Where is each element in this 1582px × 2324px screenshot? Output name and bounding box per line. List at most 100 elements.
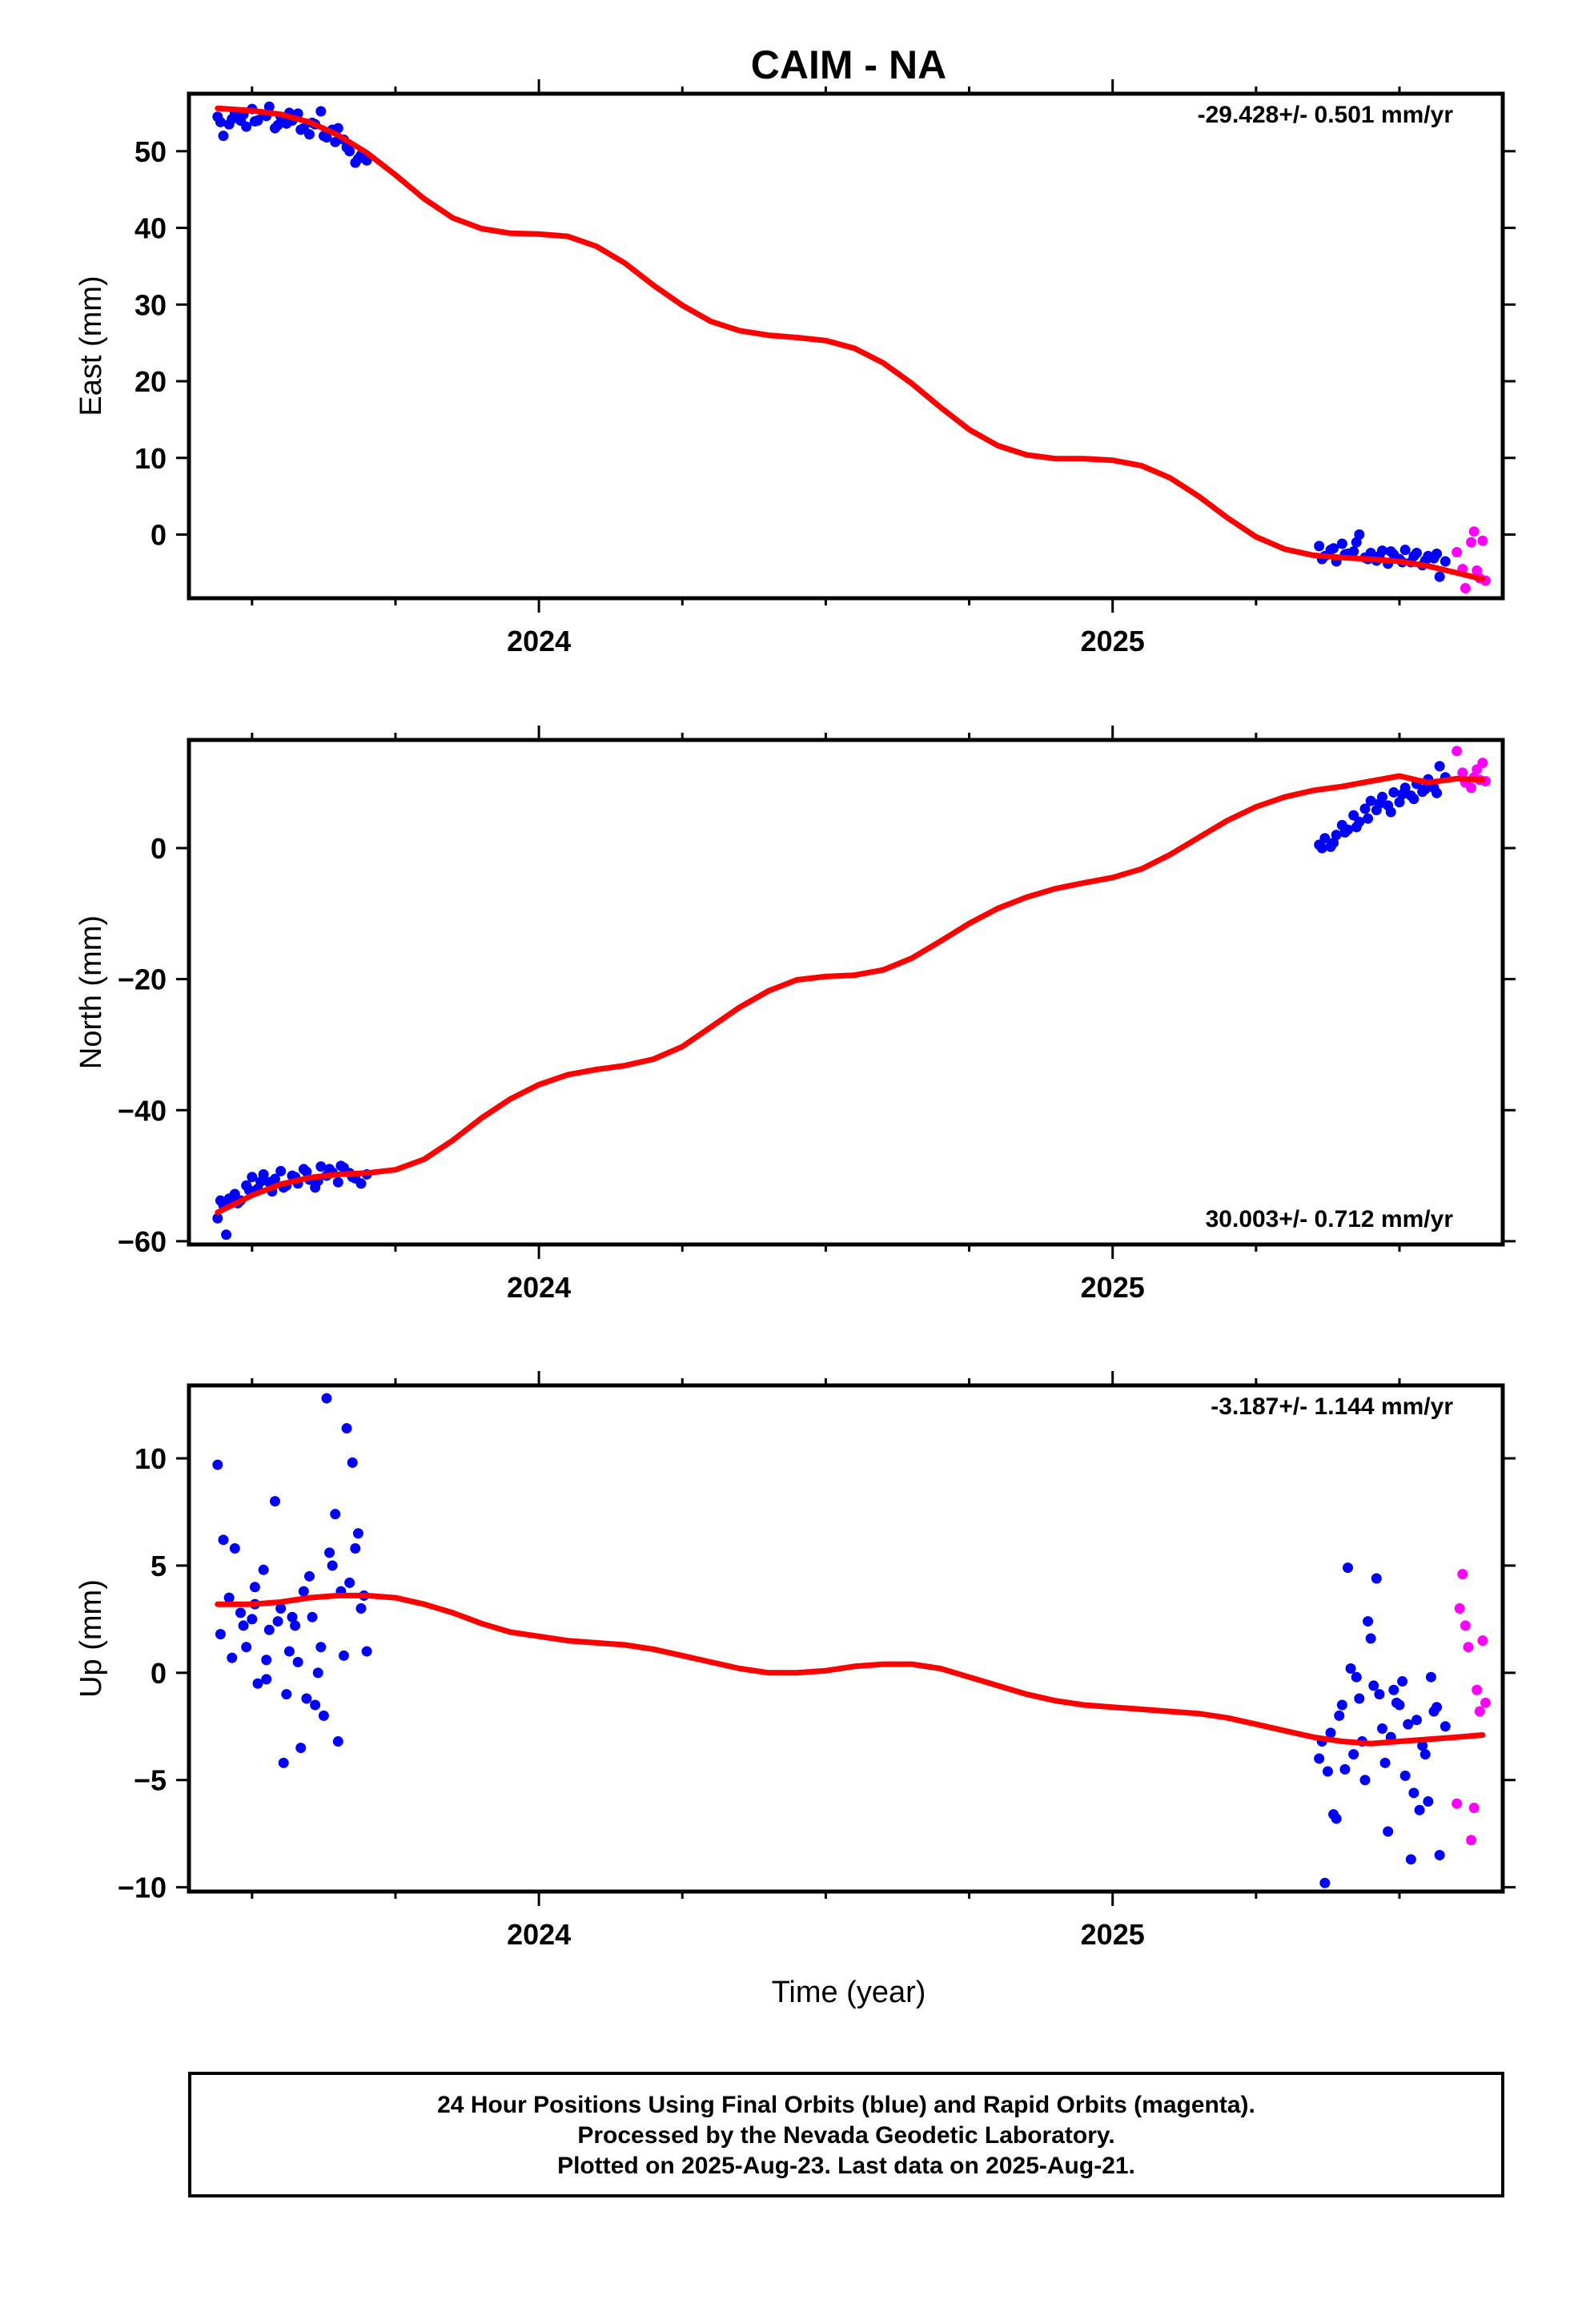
chart-title: CAIM - NA xyxy=(751,42,946,87)
y-tick-label: 20 xyxy=(135,365,167,398)
rapid-orbit-point xyxy=(1452,1798,1463,1809)
final-orbit-point xyxy=(1403,1719,1414,1730)
final-orbit-point xyxy=(1399,1770,1411,1781)
rate-annotation: 30.003+/- 0.712 mm/yr xyxy=(1206,1206,1454,1232)
east-panel: 0 10 20 30 40 50 2024 2025 East (mm) -29.428+/- 0… xyxy=(74,79,1516,657)
final-orbit-point xyxy=(355,1603,367,1614)
rapid-orbit-point xyxy=(1480,1697,1492,1708)
final-orbit-point xyxy=(255,1176,267,1187)
final-orbit-point xyxy=(275,1165,287,1176)
final-orbit-point xyxy=(221,1229,232,1240)
final-orbit-point xyxy=(1434,571,1445,582)
model-fit-line xyxy=(215,105,1486,582)
rapid-orbit-point xyxy=(1466,537,1477,548)
x-tick-label: 2024 xyxy=(507,625,571,657)
final-orbit-point xyxy=(352,153,363,164)
y-axis-label: North (mm) xyxy=(74,915,108,1069)
rapid-orbit-point xyxy=(1452,746,1463,757)
final-orbit-point xyxy=(212,1212,223,1224)
final-orbit-point xyxy=(281,1689,292,1700)
final-orbit-point xyxy=(1408,550,1419,561)
final-orbit-point xyxy=(315,106,327,117)
final-orbit-point xyxy=(1431,548,1443,559)
final-orbit-point xyxy=(1405,1854,1416,1865)
final-orbit-point xyxy=(1365,795,1376,806)
final-orbit-point xyxy=(218,131,229,142)
footer-box xyxy=(188,2072,1504,2197)
up-panel: −10 −5 0 5 10 2024 2025 Up (mm) -3.187+/- 1.144 … xyxy=(74,1371,1516,1951)
final-orbit-point xyxy=(241,121,252,132)
y-tick-label: −40 xyxy=(118,1094,167,1127)
final-orbit-point xyxy=(1379,1757,1391,1768)
x-axis-label: Time (year) xyxy=(772,1976,926,2009)
final-orbit-point xyxy=(1331,830,1342,841)
final-orbit-point xyxy=(327,1560,338,1571)
y-tick-label: 0 xyxy=(151,1657,167,1690)
y-tick-label: 0 xyxy=(151,832,167,865)
final-orbit-point xyxy=(338,1650,349,1661)
final-orbit-point xyxy=(215,116,226,127)
final-orbit-point xyxy=(307,1611,318,1622)
final-orbit-point xyxy=(1351,822,1362,833)
rapid-orbit-point xyxy=(1463,1642,1474,1653)
final-orbit-point xyxy=(218,1534,229,1546)
y-tick-label: 10 xyxy=(135,442,167,475)
y-tick-label: 0 xyxy=(151,519,167,552)
x-tick-label: 2024 xyxy=(507,1918,571,1951)
final-orbit-point xyxy=(247,1614,258,1625)
x-tick-label: 2025 xyxy=(1081,625,1145,657)
final-orbit-point xyxy=(1334,1710,1345,1721)
final-orbit-point xyxy=(295,1743,307,1754)
final-orbit-point xyxy=(301,1166,312,1177)
final-orbit-point xyxy=(261,1655,272,1666)
final-orbit-point xyxy=(324,1547,335,1558)
footer-line-2: Processed by the Nevada Geodetic Laborat… xyxy=(577,2122,1114,2149)
north-panel: −60 −40 −20 0 2024 2025 North (mm) 30.003+/- 0.… xyxy=(74,726,1516,1304)
rapid-orbit-point xyxy=(1466,1835,1477,1846)
final-orbit-point xyxy=(283,1646,295,1657)
final-orbit-point xyxy=(315,1642,327,1653)
final-orbit-point xyxy=(1408,1787,1419,1799)
final-orbit-point xyxy=(1363,813,1374,824)
final-orbit-point xyxy=(350,1543,361,1554)
final-orbit-point xyxy=(1354,1693,1365,1704)
final-orbit-point xyxy=(1439,1721,1451,1732)
final-orbit-point xyxy=(252,1678,263,1689)
final-orbit-point xyxy=(261,1674,272,1685)
final-orbit-point xyxy=(1365,1633,1376,1644)
final-orbit-point xyxy=(227,1652,238,1663)
final-orbit-point xyxy=(1319,1877,1331,1888)
final-orbit-point xyxy=(247,1172,258,1183)
final-orbit-point xyxy=(301,1693,312,1704)
final-orbit-point xyxy=(1374,798,1385,809)
final-orbit-point xyxy=(290,1620,301,1631)
final-orbit-point xyxy=(344,1577,355,1588)
final-orbit-point xyxy=(1343,1562,1354,1574)
final-orbit-point xyxy=(1359,803,1371,814)
final-orbit-point xyxy=(1388,786,1399,798)
final-orbit-point xyxy=(1408,794,1419,805)
final-orbit-point xyxy=(324,1164,335,1175)
final-orbit-point xyxy=(1328,543,1339,554)
final-orbit-point xyxy=(1345,1663,1356,1674)
final-orbit-point xyxy=(272,119,283,131)
final-orbit-point xyxy=(303,129,315,140)
final-orbit-point xyxy=(249,1582,260,1593)
final-orbit-point xyxy=(249,115,260,127)
final-orbit-point xyxy=(263,101,275,112)
final-orbit-point xyxy=(347,1457,358,1468)
y-tick-label: 5 xyxy=(151,1550,167,1582)
final-orbit-point xyxy=(1385,546,1396,557)
final-orbit-point xyxy=(269,1173,280,1184)
final-orbit-point xyxy=(1425,1671,1436,1683)
final-orbit-point xyxy=(1322,1766,1333,1777)
final-orbit-point xyxy=(1397,789,1408,800)
final-orbit-point xyxy=(1336,538,1347,549)
final-orbit-point xyxy=(330,1509,341,1520)
final-orbit-point xyxy=(1431,787,1443,798)
final-orbit-point xyxy=(1316,842,1327,854)
final-orbit-point xyxy=(1417,1740,1428,1751)
final-orbit-point xyxy=(1368,1680,1379,1691)
rapid-orbit-point xyxy=(1457,767,1468,778)
final-orbit-point xyxy=(312,1667,323,1679)
